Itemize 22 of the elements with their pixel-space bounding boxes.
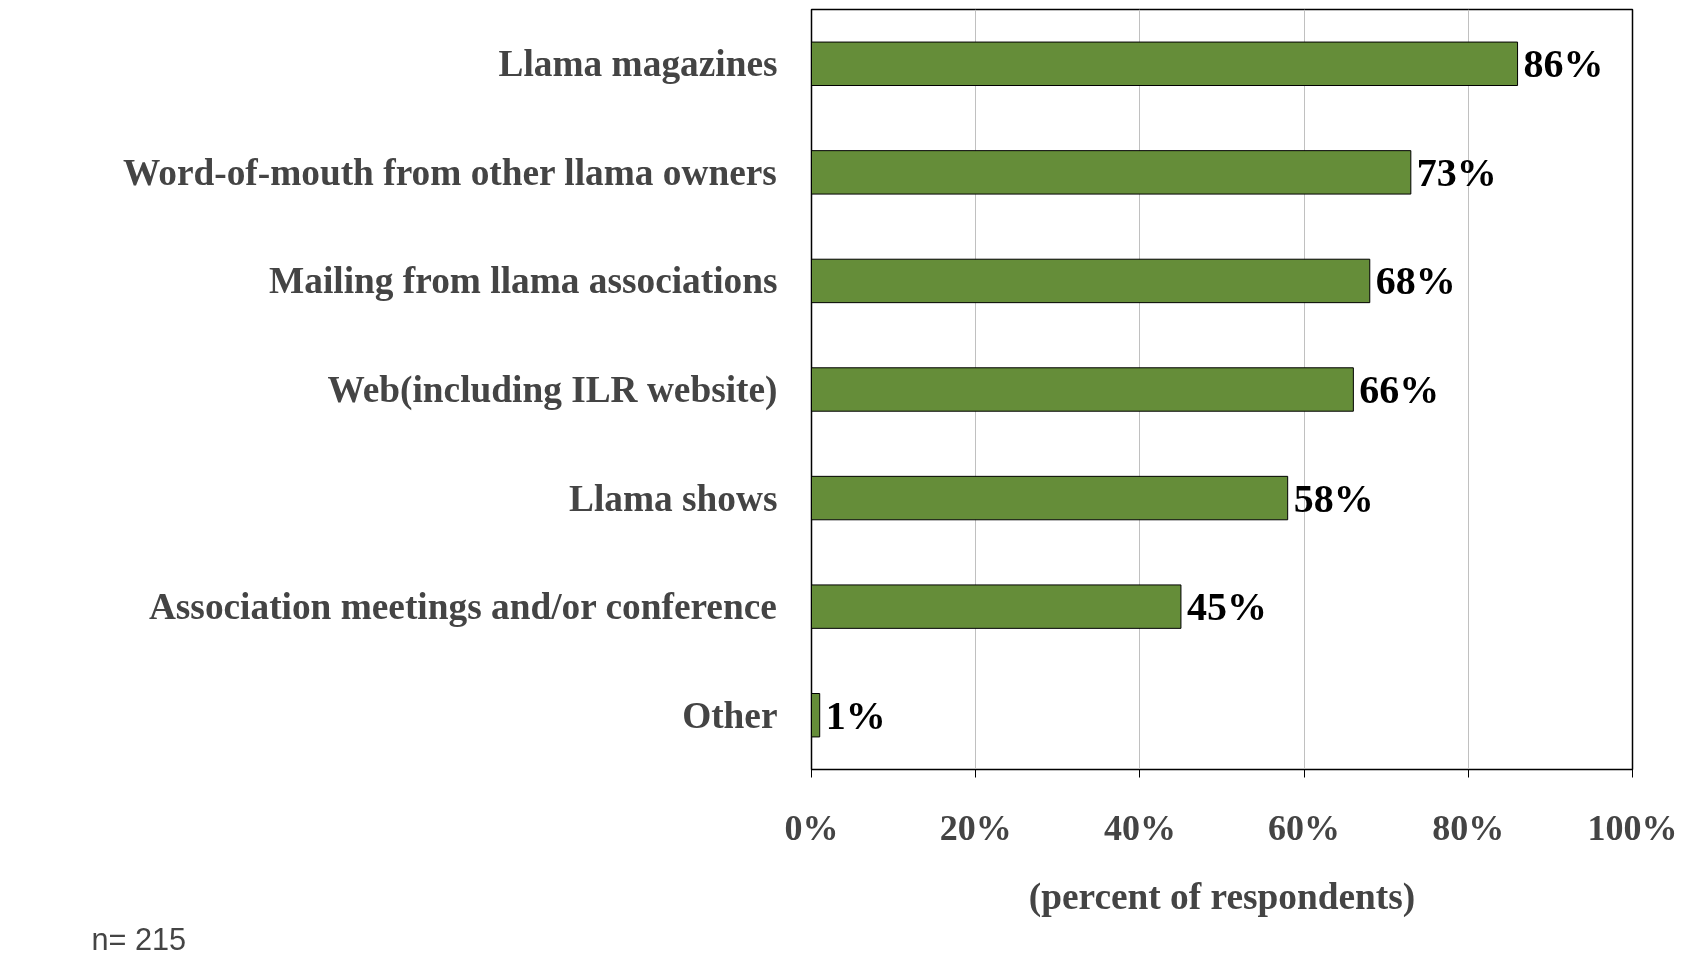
data-label: 1% xyxy=(825,692,886,738)
x-tick-label: 40% xyxy=(1103,807,1176,848)
y-tick-label: Llama shows xyxy=(569,477,778,519)
x-tick-label: 80% xyxy=(1432,807,1505,848)
y-tick-label: Mailing from llama associations xyxy=(269,260,778,302)
x-tick-label: 60% xyxy=(1268,807,1341,848)
x-tick-label: 20% xyxy=(939,807,1012,848)
y-tick-label: Word-of-mouth from other llama owners xyxy=(122,151,777,193)
x-axis-title: (percent of respondents) xyxy=(1028,875,1416,918)
y-tick-label: Llama magazines xyxy=(498,43,778,85)
y-tick-label: Other xyxy=(682,694,778,736)
text: n= 215 xyxy=(91,921,187,955)
data-label: 73% xyxy=(1416,149,1497,195)
data-label: 66% xyxy=(1359,367,1440,412)
x-tick-label: 0% xyxy=(784,807,839,848)
data-label: 86% xyxy=(1523,41,1604,87)
data-label: 45% xyxy=(1186,584,1267,630)
data-label: 58% xyxy=(1293,475,1374,521)
y-tick-label: Web(including ILR website) xyxy=(327,369,778,411)
y-tick-label: Association meetings and/or conference xyxy=(148,586,777,628)
x-tick-label: 100% xyxy=(1587,807,1678,848)
data-label: 68% xyxy=(1375,258,1456,304)
